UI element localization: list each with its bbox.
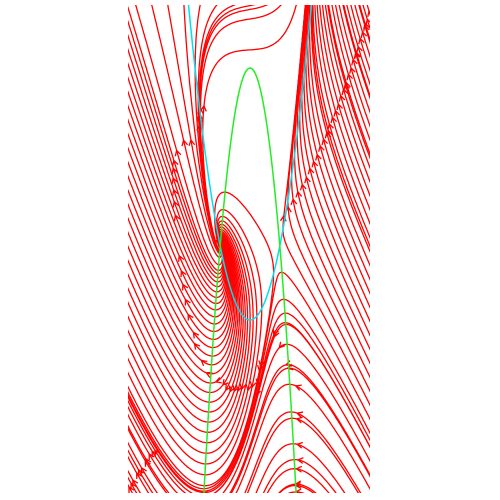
arrow-head	[172, 200, 180, 208]
arrow-head	[338, 94, 346, 102]
arrow-head	[258, 360, 266, 368]
arrow-head	[151, 450, 158, 458]
arrow-head	[295, 441, 304, 449]
arrow-head	[130, 482, 137, 490]
arrow-head	[360, 30, 368, 38]
arrow-head	[171, 176, 178, 185]
streamline	[246, 417, 360, 493]
arrow-head	[200, 359, 208, 367]
arrow-head	[295, 411, 304, 418]
arrow-head	[304, 176, 311, 184]
arrow-head	[193, 342, 201, 350]
arrow-head	[181, 139, 189, 147]
arrow-head	[349, 66, 356, 74]
arrow-head	[286, 363, 294, 371]
arrow-head	[311, 160, 319, 168]
arrow-head	[296, 457, 304, 464]
arrow-head	[245, 384, 253, 392]
arrow-head	[299, 183, 307, 191]
arrow-head	[294, 384, 302, 391]
arrow-head	[214, 377, 222, 384]
arrow-head	[187, 313, 194, 321]
arrow-head	[249, 381, 257, 389]
arrow-head	[351, 58, 358, 66]
arrow-head	[145, 457, 152, 465]
streamline	[199, 5, 269, 252]
arrow-head	[295, 190, 303, 198]
arrow-head	[235, 385, 243, 393]
arrow-head	[188, 138, 196, 146]
arrow-head	[136, 471, 143, 480]
arrow-head	[326, 129, 333, 137]
arrow-head	[341, 87, 349, 96]
arrow-head	[171, 167, 179, 175]
arrow-head	[174, 149, 182, 157]
arrow-head	[273, 330, 280, 338]
arrow-head	[307, 167, 315, 175]
arrow-head	[184, 298, 191, 306]
arrow-head	[200, 104, 207, 112]
arrow-head	[367, 9, 370, 18]
arrow-head	[333, 109, 341, 117]
arrow-head	[172, 159, 179, 167]
arrow-head	[354, 51, 361, 59]
arrow-head	[330, 116, 338, 124]
streamline	[199, 5, 282, 252]
arrow-head	[177, 254, 185, 262]
arrow-head	[346, 73, 354, 81]
arrow-head	[181, 283, 189, 291]
arrow-head	[321, 137, 329, 146]
arrow-head	[327, 122, 334, 130]
nullcline	[203, 67, 297, 493]
arrow-head	[363, 21, 370, 30]
arrow-head	[358, 37, 365, 45]
arrow-head	[295, 465, 303, 473]
arrow-head	[356, 45, 363, 53]
arrow-head	[128, 485, 135, 493]
arrow-head	[196, 107, 204, 115]
arrow-head	[336, 102, 344, 111]
arrow-head	[137, 468, 144, 476]
arrow-head	[278, 341, 286, 349]
arrow-head	[222, 378, 229, 387]
arrow-head	[180, 269, 187, 278]
arrow-head	[365, 17, 370, 26]
arrow-head	[239, 383, 247, 391]
arrow-head	[290, 197, 298, 206]
arrow-head	[318, 144, 325, 152]
arrow-head	[315, 153, 322, 161]
nullcline	[187, 5, 313, 321]
arrow-head	[172, 188, 179, 196]
arrow-head	[192, 331, 200, 339]
arrow-head	[173, 213, 181, 222]
arrow-head	[343, 82, 350, 91]
plot-area	[128, 5, 370, 493]
streamline	[278, 484, 315, 493]
